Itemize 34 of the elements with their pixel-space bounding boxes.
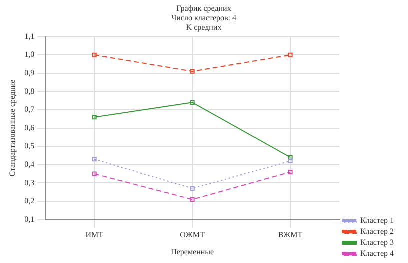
legend-label: Кластер 2 bbox=[360, 227, 394, 236]
y-tick-label: 0,9 bbox=[24, 68, 35, 78]
point bbox=[92, 172, 97, 176]
point bbox=[288, 158, 293, 164]
point bbox=[190, 186, 195, 191]
point bbox=[190, 100, 195, 105]
y-tick-label: 0,1 bbox=[24, 214, 35, 224]
chart-subtitle: Число кластеров: 4 K средних bbox=[171, 13, 237, 32]
point bbox=[190, 197, 195, 202]
legend-label: Кластер 4 bbox=[360, 249, 394, 258]
y-tick-label: 1,1 bbox=[24, 32, 35, 41]
point bbox=[92, 115, 97, 120]
y-tick-label: 0,2 bbox=[24, 196, 35, 206]
point bbox=[288, 52, 293, 58]
point bbox=[190, 69, 195, 74]
y-tick-label: 0,5 bbox=[24, 142, 35, 151]
chart-title: График средних bbox=[176, 4, 232, 13]
x-axis-title: Переменные bbox=[171, 247, 214, 256]
legend-label: Кластер 1 bbox=[360, 216, 394, 226]
point bbox=[288, 155, 293, 160]
y-tick-label: 0,4 bbox=[24, 160, 35, 169]
point bbox=[288, 170, 293, 174]
x-tick-label: ОЖМТ bbox=[180, 230, 206, 240]
y-tick-label: 0,3 bbox=[24, 178, 35, 188]
y-axis-title: Стандартизованные средние bbox=[8, 79, 17, 177]
legend-label: Кластер 3 bbox=[360, 238, 394, 248]
x-tick-label: ИМТ bbox=[86, 230, 104, 240]
y-tick-label: 1,0 bbox=[24, 50, 35, 60]
x-tick-label: ВЖМТ bbox=[278, 230, 303, 240]
y-tick-label: 0,7 bbox=[24, 105, 35, 114]
y-tick-label: 0,8 bbox=[24, 86, 35, 96]
point bbox=[92, 157, 97, 162]
y-tick-label: 0,6 bbox=[24, 123, 35, 132]
point bbox=[92, 52, 97, 58]
